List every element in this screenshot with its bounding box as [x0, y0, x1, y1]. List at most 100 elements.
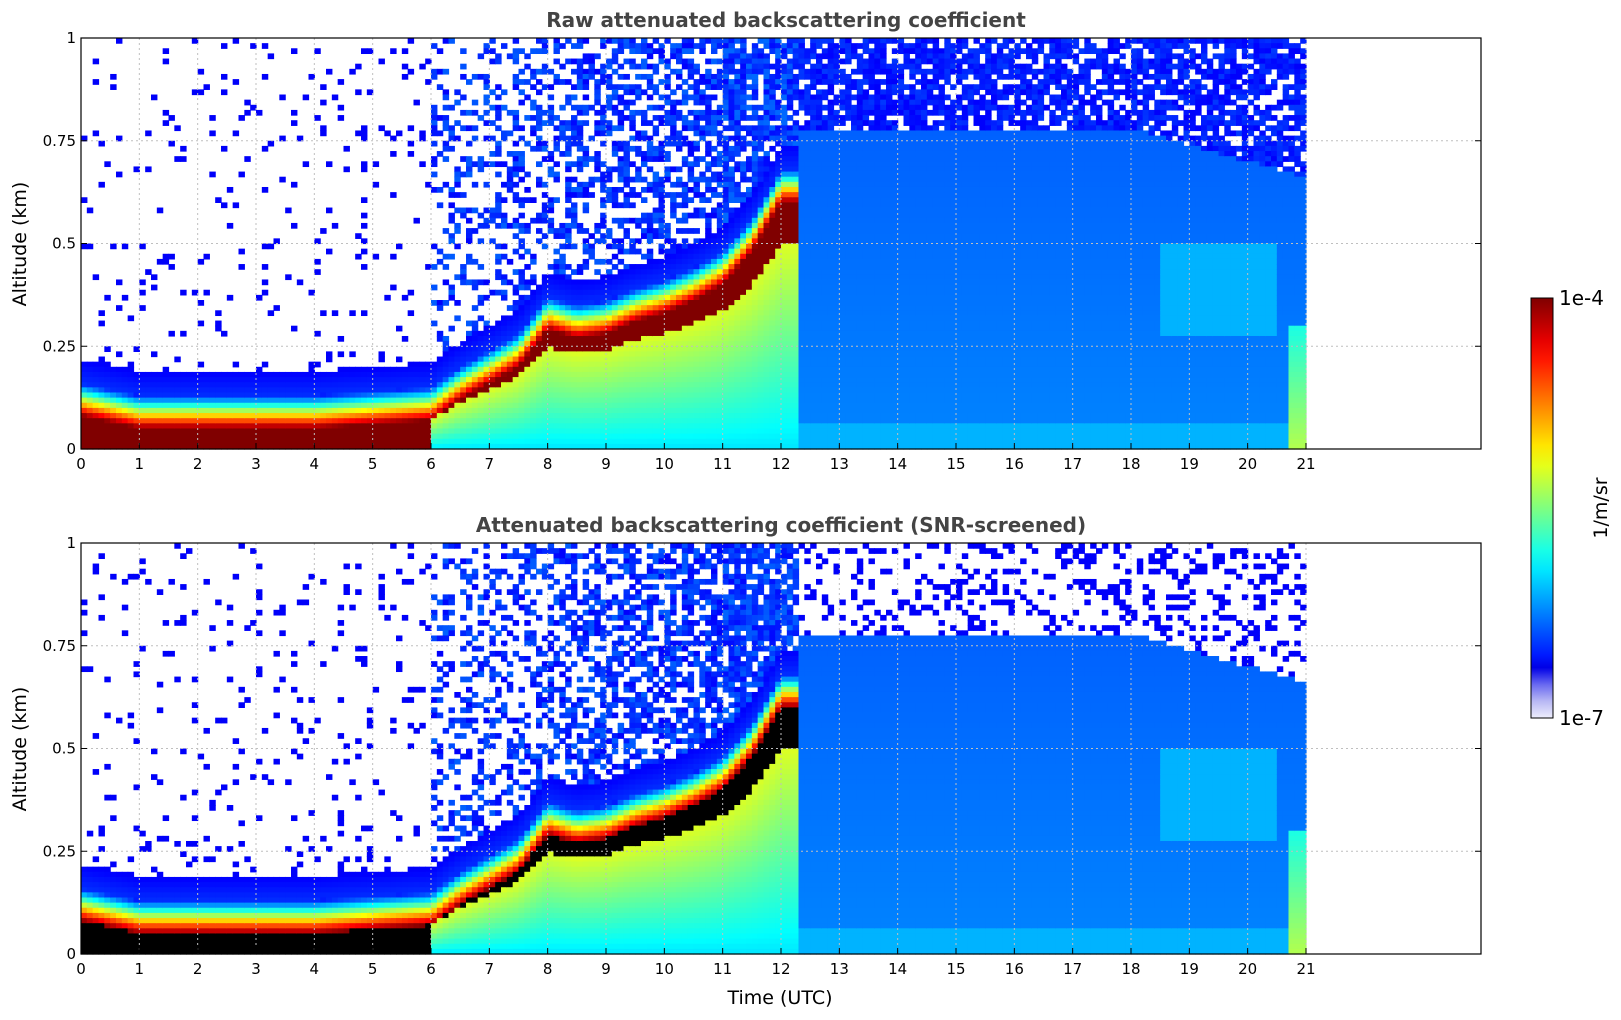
heatmap-cell: [752, 89, 758, 95]
heatmap-cell: [799, 434, 805, 440]
heatmap-cell: [454, 382, 460, 388]
heatmap-cell: [519, 413, 525, 419]
heatmap-cell: [583, 295, 589, 301]
heatmap-cell: [688, 269, 694, 275]
heatmap-cell: [594, 377, 600, 383]
heatmap-cell: [810, 146, 816, 152]
heatmap-cell: [554, 146, 560, 152]
heatmap-cell: [454, 120, 460, 126]
heatmap-cell: [653, 382, 659, 388]
heatmap-cell: [612, 279, 618, 285]
heatmap-cell: [262, 403, 268, 409]
heatmap-cell: [781, 362, 787, 368]
heatmap-cell: [641, 264, 647, 270]
heatmap-cell: [664, 392, 670, 398]
heatmap-cell: [577, 223, 583, 229]
heatmap-cell: [682, 428, 688, 434]
heatmap-cell: [583, 53, 589, 59]
heatmap-cell: [320, 398, 326, 404]
heatmap-cell: [128, 423, 134, 429]
heatmap-cell: [554, 357, 560, 363]
heatmap-cell: [519, 428, 525, 434]
heatmap-cell: [664, 100, 670, 106]
heatmap-cell: [810, 38, 816, 44]
heatmap-cell: [699, 372, 705, 378]
heatmap-cell: [460, 74, 466, 80]
heatmap-cell: [670, 53, 676, 59]
heatmap-cell: [769, 218, 775, 224]
heatmap-cell: [635, 408, 641, 414]
heatmap-cell: [495, 141, 501, 147]
heatmap-cell: [519, 398, 525, 404]
heatmap-cell: [565, 228, 571, 234]
heatmap-cell: [729, 182, 735, 188]
heatmap-cell: [274, 439, 280, 445]
heatmap-cell: [635, 413, 641, 419]
heatmap-cell: [729, 305, 735, 311]
heatmap-cell: [303, 377, 309, 383]
heatmap-cell: [268, 413, 274, 419]
heatmap-cell: [793, 346, 799, 352]
heatmap-cell: [711, 315, 717, 321]
heatmap-cell: [577, 228, 583, 234]
heatmap-cell: [787, 100, 793, 106]
heatmap-cell: [565, 418, 571, 424]
heatmap-cell: [548, 208, 554, 214]
heatmap-cell: [764, 300, 770, 306]
heatmap-cell: [122, 295, 128, 301]
heatmap-cell: [635, 418, 641, 424]
heatmap-cell: [326, 413, 332, 419]
heatmap-cell: [204, 408, 210, 414]
heatmap-cell: [565, 295, 571, 301]
heatmap-cell: [239, 423, 245, 429]
heatmap-cell: [489, 398, 495, 404]
heatmap-cell: [239, 408, 245, 414]
heatmap-cell: [104, 408, 110, 414]
heatmap-cell: [793, 146, 799, 152]
heatmap-cell: [606, 166, 612, 172]
heatmap-cell: [536, 69, 542, 75]
heatmap-cell: [618, 161, 624, 167]
heatmap-cell: [554, 125, 560, 131]
heatmap-cell: [670, 398, 676, 404]
heatmap-cell: [589, 64, 595, 70]
heatmap-cell: [618, 403, 624, 409]
heatmap-cell: [530, 254, 536, 260]
heatmap-cell: [612, 439, 618, 445]
heatmap-cell: [764, 115, 770, 121]
heatmap-cell: [682, 321, 688, 327]
heatmap-cell: [699, 79, 705, 85]
heatmap-cell: [705, 357, 711, 363]
heatmap-cell: [478, 377, 484, 383]
heatmap-cell: [437, 305, 443, 311]
heatmap-cell: [694, 69, 700, 75]
heatmap-cell: [437, 362, 443, 368]
heatmap-cell: [723, 125, 729, 131]
heatmap-cell: [758, 341, 764, 347]
heatmap-cell: [262, 392, 268, 398]
heatmap-cell: [705, 218, 711, 224]
heatmap-cell: [746, 264, 752, 270]
heatmap-cell: [594, 392, 600, 398]
heatmap-cell: [624, 382, 630, 388]
heatmap-cell: [723, 439, 729, 445]
heatmap-cell: [233, 38, 239, 44]
heatmap-cell: [431, 428, 437, 434]
heatmap-cell: [594, 321, 600, 327]
heatmap-cell: [390, 254, 396, 260]
heatmap-cell: [215, 382, 221, 388]
heatmap-cell: [711, 382, 717, 388]
heatmap-cell: [489, 89, 495, 95]
heatmap-cell: [758, 310, 764, 316]
heatmap-cell: [781, 223, 787, 229]
heatmap-cell: [163, 403, 169, 409]
heatmap-cell: [635, 387, 641, 393]
heatmap-cell: [460, 264, 466, 270]
heatmap-cell: [781, 310, 787, 316]
heatmap-cell: [793, 382, 799, 388]
heatmap-cell: [734, 315, 740, 321]
heatmap-cell: [268, 382, 274, 388]
heatmap-cell: [209, 130, 215, 136]
heatmap-cell: [664, 264, 670, 270]
heatmap-cell: [466, 79, 472, 85]
